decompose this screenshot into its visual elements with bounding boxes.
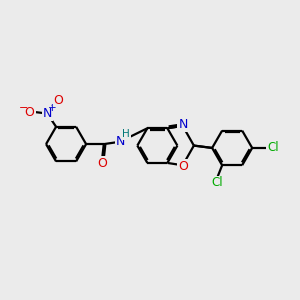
Text: N: N	[116, 135, 125, 148]
Text: N: N	[178, 118, 188, 131]
Text: O: O	[178, 160, 188, 173]
Text: Cl: Cl	[211, 176, 223, 189]
Text: −: −	[19, 103, 28, 112]
Text: O: O	[25, 106, 34, 118]
Text: O: O	[53, 94, 63, 107]
Text: N: N	[43, 107, 52, 120]
Text: O: O	[97, 157, 106, 170]
Text: +: +	[48, 103, 57, 112]
Text: Cl: Cl	[267, 141, 279, 154]
Text: H: H	[122, 129, 130, 140]
